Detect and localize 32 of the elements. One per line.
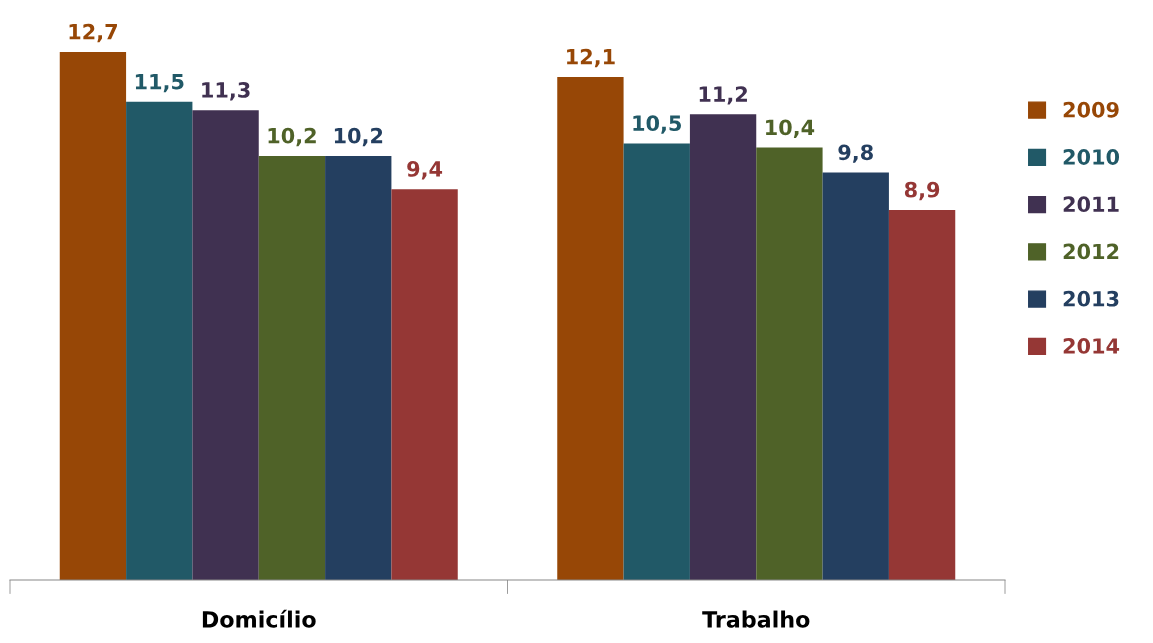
- data-label: 12,1: [567, 48, 615, 68]
- data-label: 12,7: [69, 23, 117, 43]
- bar: [822, 172, 889, 580]
- x-tick-label: Domicílio: [202, 609, 316, 628]
- legend-label: 2012: [1063, 243, 1119, 260]
- data-label: 9,4: [407, 161, 443, 180]
- data-label: 8,9: [904, 181, 940, 201]
- x-tick-label: Trabalho: [702, 610, 810, 628]
- legend-label: 2013: [1063, 290, 1119, 307]
- data-label: 10,2: [334, 127, 383, 147]
- data-label: 10,5: [633, 115, 681, 134]
- legend-label: 2010: [1063, 149, 1120, 165]
- bar: [325, 155, 392, 580]
- legend-label: 2009: [1063, 101, 1119, 118]
- bar: [557, 76, 624, 580]
- data-label: 10,2: [268, 127, 316, 147]
- legend-label: 2011: [1063, 196, 1119, 213]
- bar: [888, 209, 956, 580]
- data-label: 10,4: [766, 119, 815, 138]
- bar: [192, 110, 259, 580]
- bar: [623, 143, 690, 580]
- data-label: 11,5: [135, 74, 184, 93]
- data-label: 11,3: [202, 82, 250, 101]
- data-label: 11,2: [699, 86, 747, 105]
- bar: [59, 51, 127, 580]
- bar: [126, 101, 193, 580]
- bar: [756, 147, 823, 580]
- data-label: 9,8: [838, 144, 873, 163]
- bar: [689, 114, 757, 580]
- bar: [391, 189, 458, 580]
- bar: [258, 155, 326, 580]
- legend-label: 2014: [1063, 338, 1120, 354]
